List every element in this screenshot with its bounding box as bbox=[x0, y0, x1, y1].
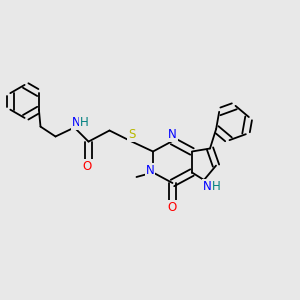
Text: N: N bbox=[203, 180, 212, 193]
Text: N: N bbox=[146, 164, 154, 177]
Text: O: O bbox=[168, 201, 177, 214]
Text: H: H bbox=[80, 116, 89, 129]
Text: S: S bbox=[128, 128, 136, 142]
Text: H: H bbox=[212, 180, 220, 193]
Text: N: N bbox=[71, 116, 80, 129]
Text: N: N bbox=[168, 128, 177, 141]
Text: O: O bbox=[82, 160, 91, 173]
